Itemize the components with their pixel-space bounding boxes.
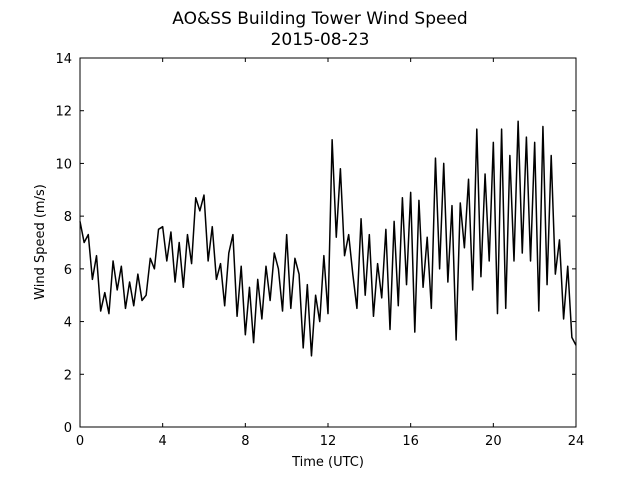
- data-line: [79, 120, 577, 357]
- y-tick-label: 12: [55, 105, 72, 120]
- x-tick-label: 24: [568, 434, 585, 449]
- y-tick-label: 0: [64, 421, 72, 436]
- x-tick-label: 4: [159, 434, 167, 449]
- y-tick-label: 14: [55, 52, 72, 67]
- chart-title: AO&SS Building Tower Wind Speed: [172, 9, 467, 29]
- x-tick-label: 12: [320, 434, 337, 449]
- x-axis-label: Time (UTC): [291, 455, 364, 470]
- plot-frame: [79, 57, 577, 428]
- y-tick-label: 2: [64, 368, 72, 383]
- y-tick-label: 10: [55, 157, 72, 172]
- x-tick-label: 20: [485, 434, 502, 449]
- y-axis-label: Wind Speed (m/s): [33, 184, 48, 300]
- x-tick-label: 16: [402, 434, 419, 449]
- y-tick-label: 6: [64, 263, 72, 278]
- y-tick-label: 8: [64, 210, 72, 225]
- y-tick-label: 4: [64, 316, 72, 331]
- chart-subtitle: 2015-08-23: [271, 30, 370, 50]
- x-tick-label: 0: [76, 434, 84, 449]
- x-tick-label: 8: [241, 434, 249, 449]
